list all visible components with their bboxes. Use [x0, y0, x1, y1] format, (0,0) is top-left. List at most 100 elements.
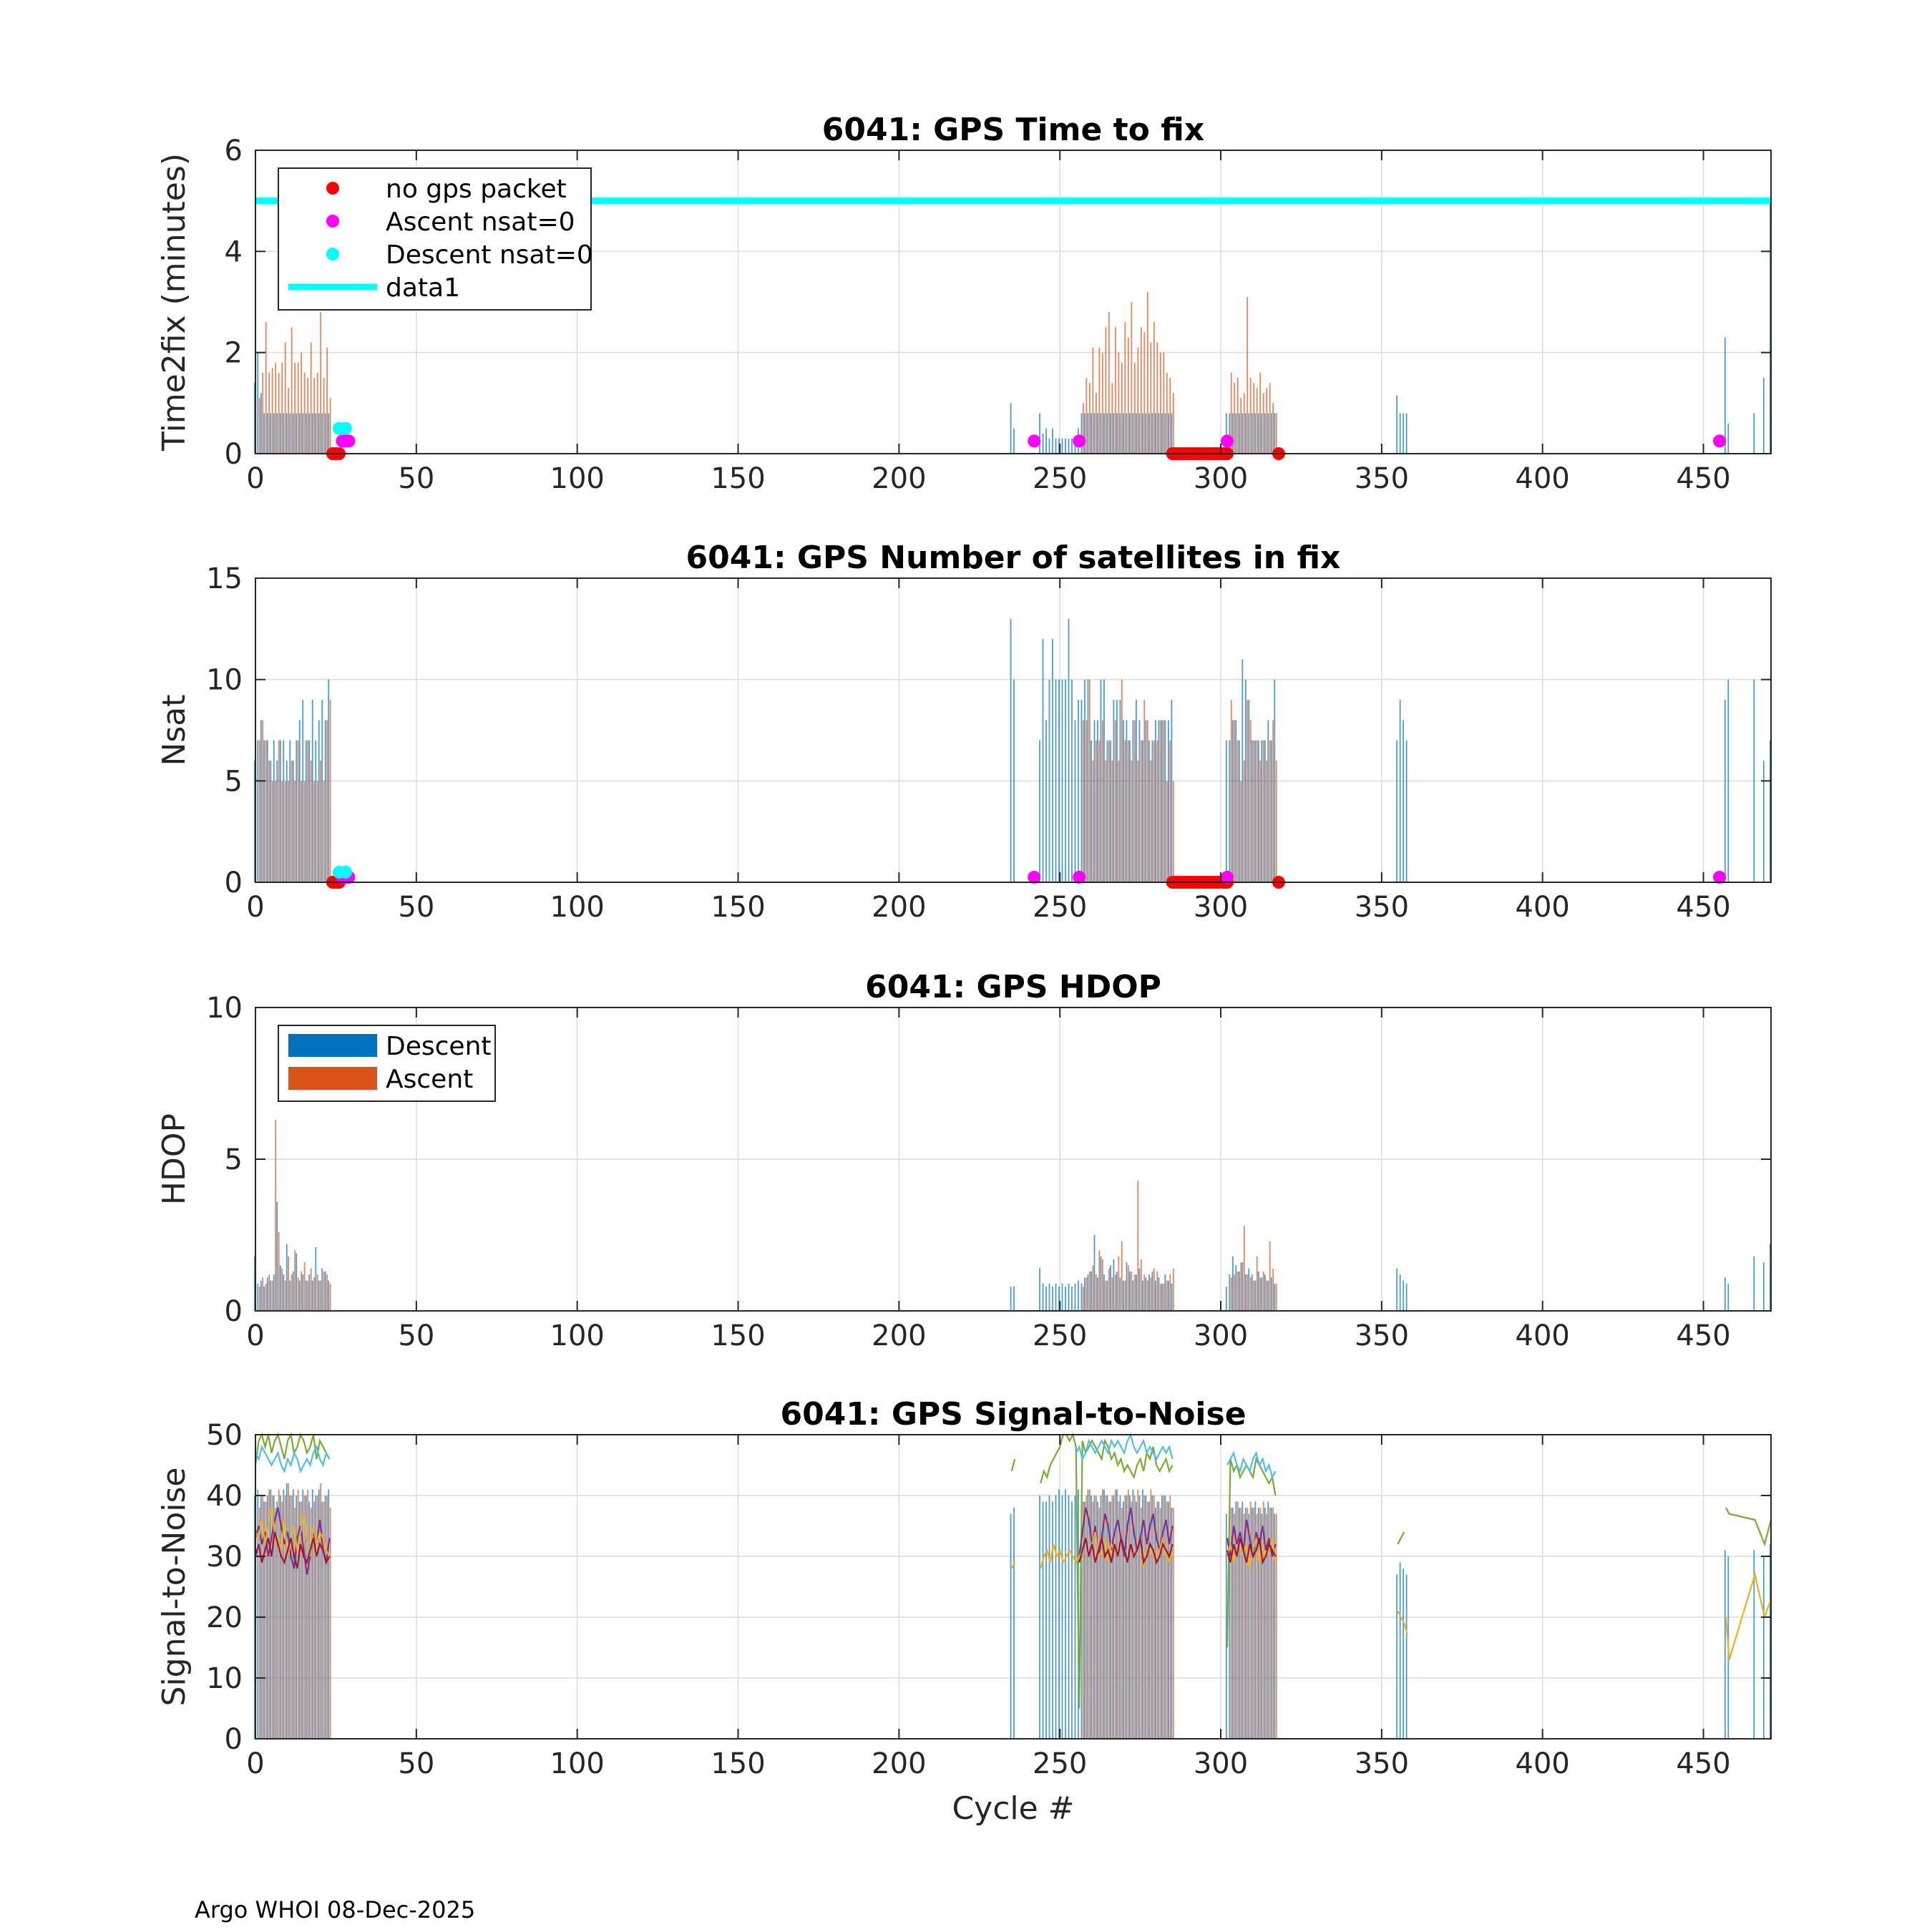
snr-line-S2	[255, 1444, 331, 1474]
x-tick-label: 0	[246, 462, 264, 495]
y-axis-label: Time2fix (minutes)	[156, 153, 192, 452]
chart-title: 6041: GPS Signal-to-Noise	[780, 1396, 1246, 1433]
ascent-nsat0-marker	[1221, 434, 1234, 448]
x-tick-label: 50	[398, 462, 434, 495]
x-tick-label: 100	[550, 1319, 605, 1352]
legend-marker	[326, 182, 339, 195]
snr-line-S4	[1397, 1610, 1408, 1636]
axes-box	[255, 577, 1772, 883]
x-tick-label: 150	[711, 1319, 765, 1352]
x-tick-label: 200	[872, 891, 926, 924]
y-tick-label: 15	[206, 562, 243, 595]
ascent-nsat0-marker	[1221, 870, 1234, 884]
x-tick-label: 200	[872, 1319, 926, 1352]
snr-line-S1	[1397, 1531, 1405, 1545]
snr-line-S1	[1010, 1458, 1016, 1472]
footer-label: Argo WHOI 08-Dec-2025	[195, 1896, 476, 1923]
legend-patch	[288, 1067, 377, 1090]
ascent-nsat0-marker	[1713, 434, 1727, 448]
x-tick-label: 400	[1516, 462, 1570, 495]
legend-label: Descent	[386, 1032, 492, 1061]
ascent-nsat0-marker	[1028, 434, 1041, 448]
snr-line-S4	[255, 1507, 331, 1557]
ascent-nsat0-marker	[342, 434, 356, 448]
x-tick-label: 50	[398, 891, 434, 924]
ascent-nsat0-marker	[1073, 870, 1086, 884]
chart-title: 6041: GPS Time to fix	[822, 112, 1204, 148]
x-tick-label: 0	[246, 1319, 264, 1352]
plot-area	[255, 1435, 1771, 1739]
legend-label: data1	[386, 273, 460, 303]
chart-panel-3: 0 50 100 150 200 250 300 350 400 450 0 5 10 6041: GPS…	[156, 969, 1772, 1352]
x-tick-label: 300	[1194, 891, 1248, 924]
y-tick-label: 4	[225, 235, 243, 268]
x-tick-label: 350	[1355, 1747, 1409, 1780]
y-axis-label: Signal-to-Noise	[156, 1468, 192, 1707]
x-tick-label: 300	[1194, 462, 1248, 495]
y-tick-label: 0	[225, 1723, 243, 1756]
y-tick-label: 2	[225, 337, 243, 370]
y-tick-label: 10	[206, 664, 243, 697]
y-axis-label: HDOP	[156, 1113, 192, 1205]
snr-line-S5	[1078, 1538, 1174, 1566]
y-tick-label: 6	[225, 135, 243, 167]
x-tick-label: 300	[1194, 1319, 1248, 1352]
legend-label: Descent nsat=0	[386, 240, 593, 270]
axes-box	[255, 1434, 1772, 1740]
plot-area	[255, 578, 1771, 882]
x-tick-label: 200	[872, 462, 926, 495]
y-tick-label: 50	[206, 1419, 243, 1452]
y-tick-label: 5	[225, 765, 243, 798]
x-tick-label: 0	[246, 1747, 264, 1780]
snr-line-S5	[254, 1531, 331, 1569]
snr-line-S1	[254, 1432, 331, 1465]
x-tick-label: 400	[1516, 1319, 1570, 1352]
snr-line-S1	[1725, 1507, 1772, 1547]
snr-line-S1	[1040, 1432, 1174, 1709]
descent-nsat0-marker	[338, 421, 352, 435]
x-axis-label: Cycle #	[952, 1790, 1074, 1827]
x-tick-label: 100	[550, 891, 605, 924]
y-tick-label: 30	[206, 1541, 243, 1574]
legend: Descent Ascent	[278, 1025, 496, 1102]
legend-marker	[326, 248, 339, 260]
x-tick-label: 150	[711, 891, 765, 924]
y-axis-label: Nsat	[156, 694, 192, 766]
snr-line-S1	[1226, 1456, 1277, 1648]
descent-nsat0-marker	[338, 865, 352, 879]
x-tick-label: 450	[1676, 1319, 1730, 1352]
x-tick-label: 250	[1033, 462, 1087, 495]
x-tick-label: 100	[550, 1747, 605, 1780]
y-tick-label: 10	[206, 992, 243, 1025]
ascent-nsat0-marker	[1713, 870, 1727, 884]
y-tick-label: 5	[225, 1143, 243, 1176]
snr-line-S5	[1226, 1538, 1277, 1566]
legend-label: no gps packet	[386, 175, 567, 204]
x-tick-label: 400	[1516, 891, 1570, 924]
snr-line-S3	[1078, 1507, 1174, 1557]
x-tick-label: 450	[1676, 891, 1730, 924]
snr-line-S2	[1075, 1432, 1174, 1462]
ascent-nsat0-marker	[1073, 434, 1086, 448]
y-tick-label: 0	[225, 1295, 243, 1328]
legend-marker	[326, 215, 339, 228]
x-tick-label: 450	[1676, 462, 1730, 495]
x-tick-label: 0	[246, 891, 264, 924]
x-tick-label: 150	[711, 462, 765, 495]
x-tick-label: 100	[550, 462, 605, 495]
ascent-nsat0-marker	[1028, 870, 1041, 884]
x-tick-label: 350	[1355, 462, 1409, 495]
y-tick-label: 20	[206, 1601, 243, 1634]
x-tick-label: 250	[1033, 1319, 1087, 1352]
x-tick-label: 250	[1033, 891, 1087, 924]
y-tick-label: 10	[206, 1662, 243, 1695]
x-tick-label: 50	[398, 1319, 434, 1352]
chart-panel-2: 0 50 100 150 200 250 300 350 400 450 0 5 10 15 6041: G…	[156, 540, 1772, 924]
snr-line-S4	[1724, 1571, 1772, 1660]
chart-title: 6041: GPS HDOP	[865, 969, 1161, 1005]
x-tick-label: 200	[872, 1747, 926, 1780]
legend-label: Ascent	[386, 1065, 473, 1094]
x-tick-label: 350	[1355, 891, 1409, 924]
x-tick-label: 350	[1355, 1319, 1409, 1352]
